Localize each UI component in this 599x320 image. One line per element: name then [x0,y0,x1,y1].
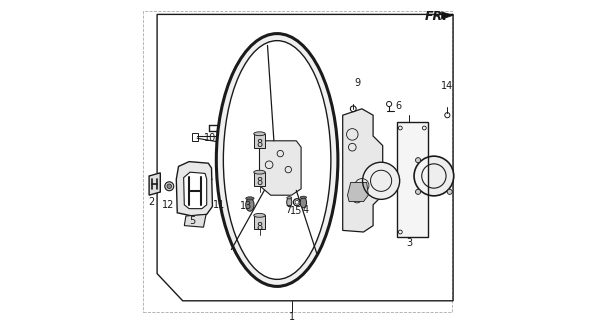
Text: 8: 8 [256,139,262,149]
Polygon shape [176,162,213,216]
Text: 1: 1 [289,312,295,320]
Polygon shape [149,173,161,195]
Bar [254,134,265,148]
Text: 2: 2 [149,196,155,207]
Circle shape [165,182,174,191]
Text: 15: 15 [290,206,302,216]
Text: 7: 7 [285,204,292,215]
Text: 13: 13 [240,201,252,212]
Bar [254,215,265,229]
Ellipse shape [246,198,254,211]
Text: 8: 8 [256,222,262,232]
Polygon shape [184,214,206,227]
Bar [192,133,198,141]
Polygon shape [259,141,301,195]
Ellipse shape [300,196,307,199]
Text: 4: 4 [302,204,308,215]
Text: FR.: FR. [424,10,447,22]
Bar [397,122,428,237]
Ellipse shape [223,41,331,279]
Polygon shape [441,12,453,19]
Ellipse shape [246,197,254,200]
Circle shape [416,158,420,163]
Ellipse shape [254,132,265,136]
Circle shape [416,189,420,194]
Circle shape [414,156,453,196]
Text: 3: 3 [406,238,412,248]
Circle shape [167,184,171,188]
Polygon shape [184,172,207,209]
Text: 5: 5 [189,216,195,226]
Text: 8: 8 [256,177,262,188]
Text: 14: 14 [441,81,453,92]
Text: 12: 12 [162,200,174,210]
Bar [254,172,265,186]
Ellipse shape [254,213,265,217]
Text: 6: 6 [395,100,402,111]
Ellipse shape [287,198,292,207]
Text: 10: 10 [204,132,217,143]
Ellipse shape [216,34,338,286]
Ellipse shape [287,196,292,199]
Text: 9: 9 [354,78,360,88]
Circle shape [447,189,452,194]
Polygon shape [347,182,368,202]
Text: 11: 11 [213,200,225,210]
Circle shape [362,162,400,199]
Ellipse shape [254,170,265,174]
Ellipse shape [300,197,307,208]
Polygon shape [343,109,383,232]
